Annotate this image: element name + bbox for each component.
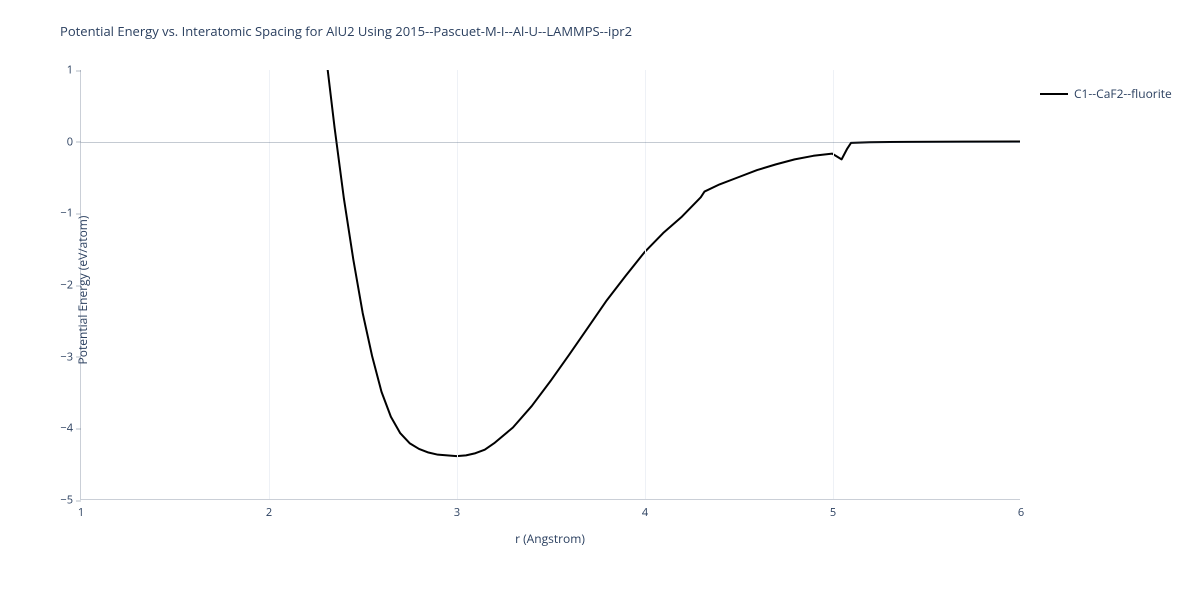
gridline-vertical — [457, 70, 458, 499]
gridline-vertical — [833, 70, 834, 499]
y-tick-label: −1 — [60, 206, 81, 221]
y-tick-label: −2 — [60, 278, 81, 293]
chart-title: Potential Energy vs. Interatomic Spacing… — [60, 22, 632, 40]
x-tick-label: 2 — [266, 499, 272, 520]
legend: C1--CaF2--fluorite — [1040, 85, 1172, 102]
x-tick-label: 1 — [78, 499, 84, 520]
y-tick-label: −3 — [60, 349, 81, 364]
zero-line — [81, 142, 1020, 143]
gridline-vertical — [269, 70, 270, 499]
x-tick-label: 6 — [1018, 499, 1024, 520]
y-tick-label: 1 — [67, 63, 81, 78]
x-tick-label: 4 — [642, 499, 648, 520]
line-series-svg — [81, 70, 1020, 499]
plot-area: −5−4−3−2−101123456 — [80, 70, 1020, 500]
x-tick-label: 5 — [830, 499, 836, 520]
legend-swatch — [1040, 93, 1068, 95]
x-axis-label: r (Angstrom) — [80, 530, 1020, 547]
y-tick-label: 0 — [67, 134, 81, 149]
series-line — [325, 49, 1020, 457]
legend-series-label: C1--CaF2--fluorite — [1074, 85, 1172, 102]
gridline-vertical — [645, 70, 646, 499]
x-tick-label: 3 — [454, 499, 460, 520]
chart-container: Potential Energy vs. Interatomic Spacing… — [0, 0, 1200, 600]
y-tick-label: −4 — [60, 421, 81, 436]
